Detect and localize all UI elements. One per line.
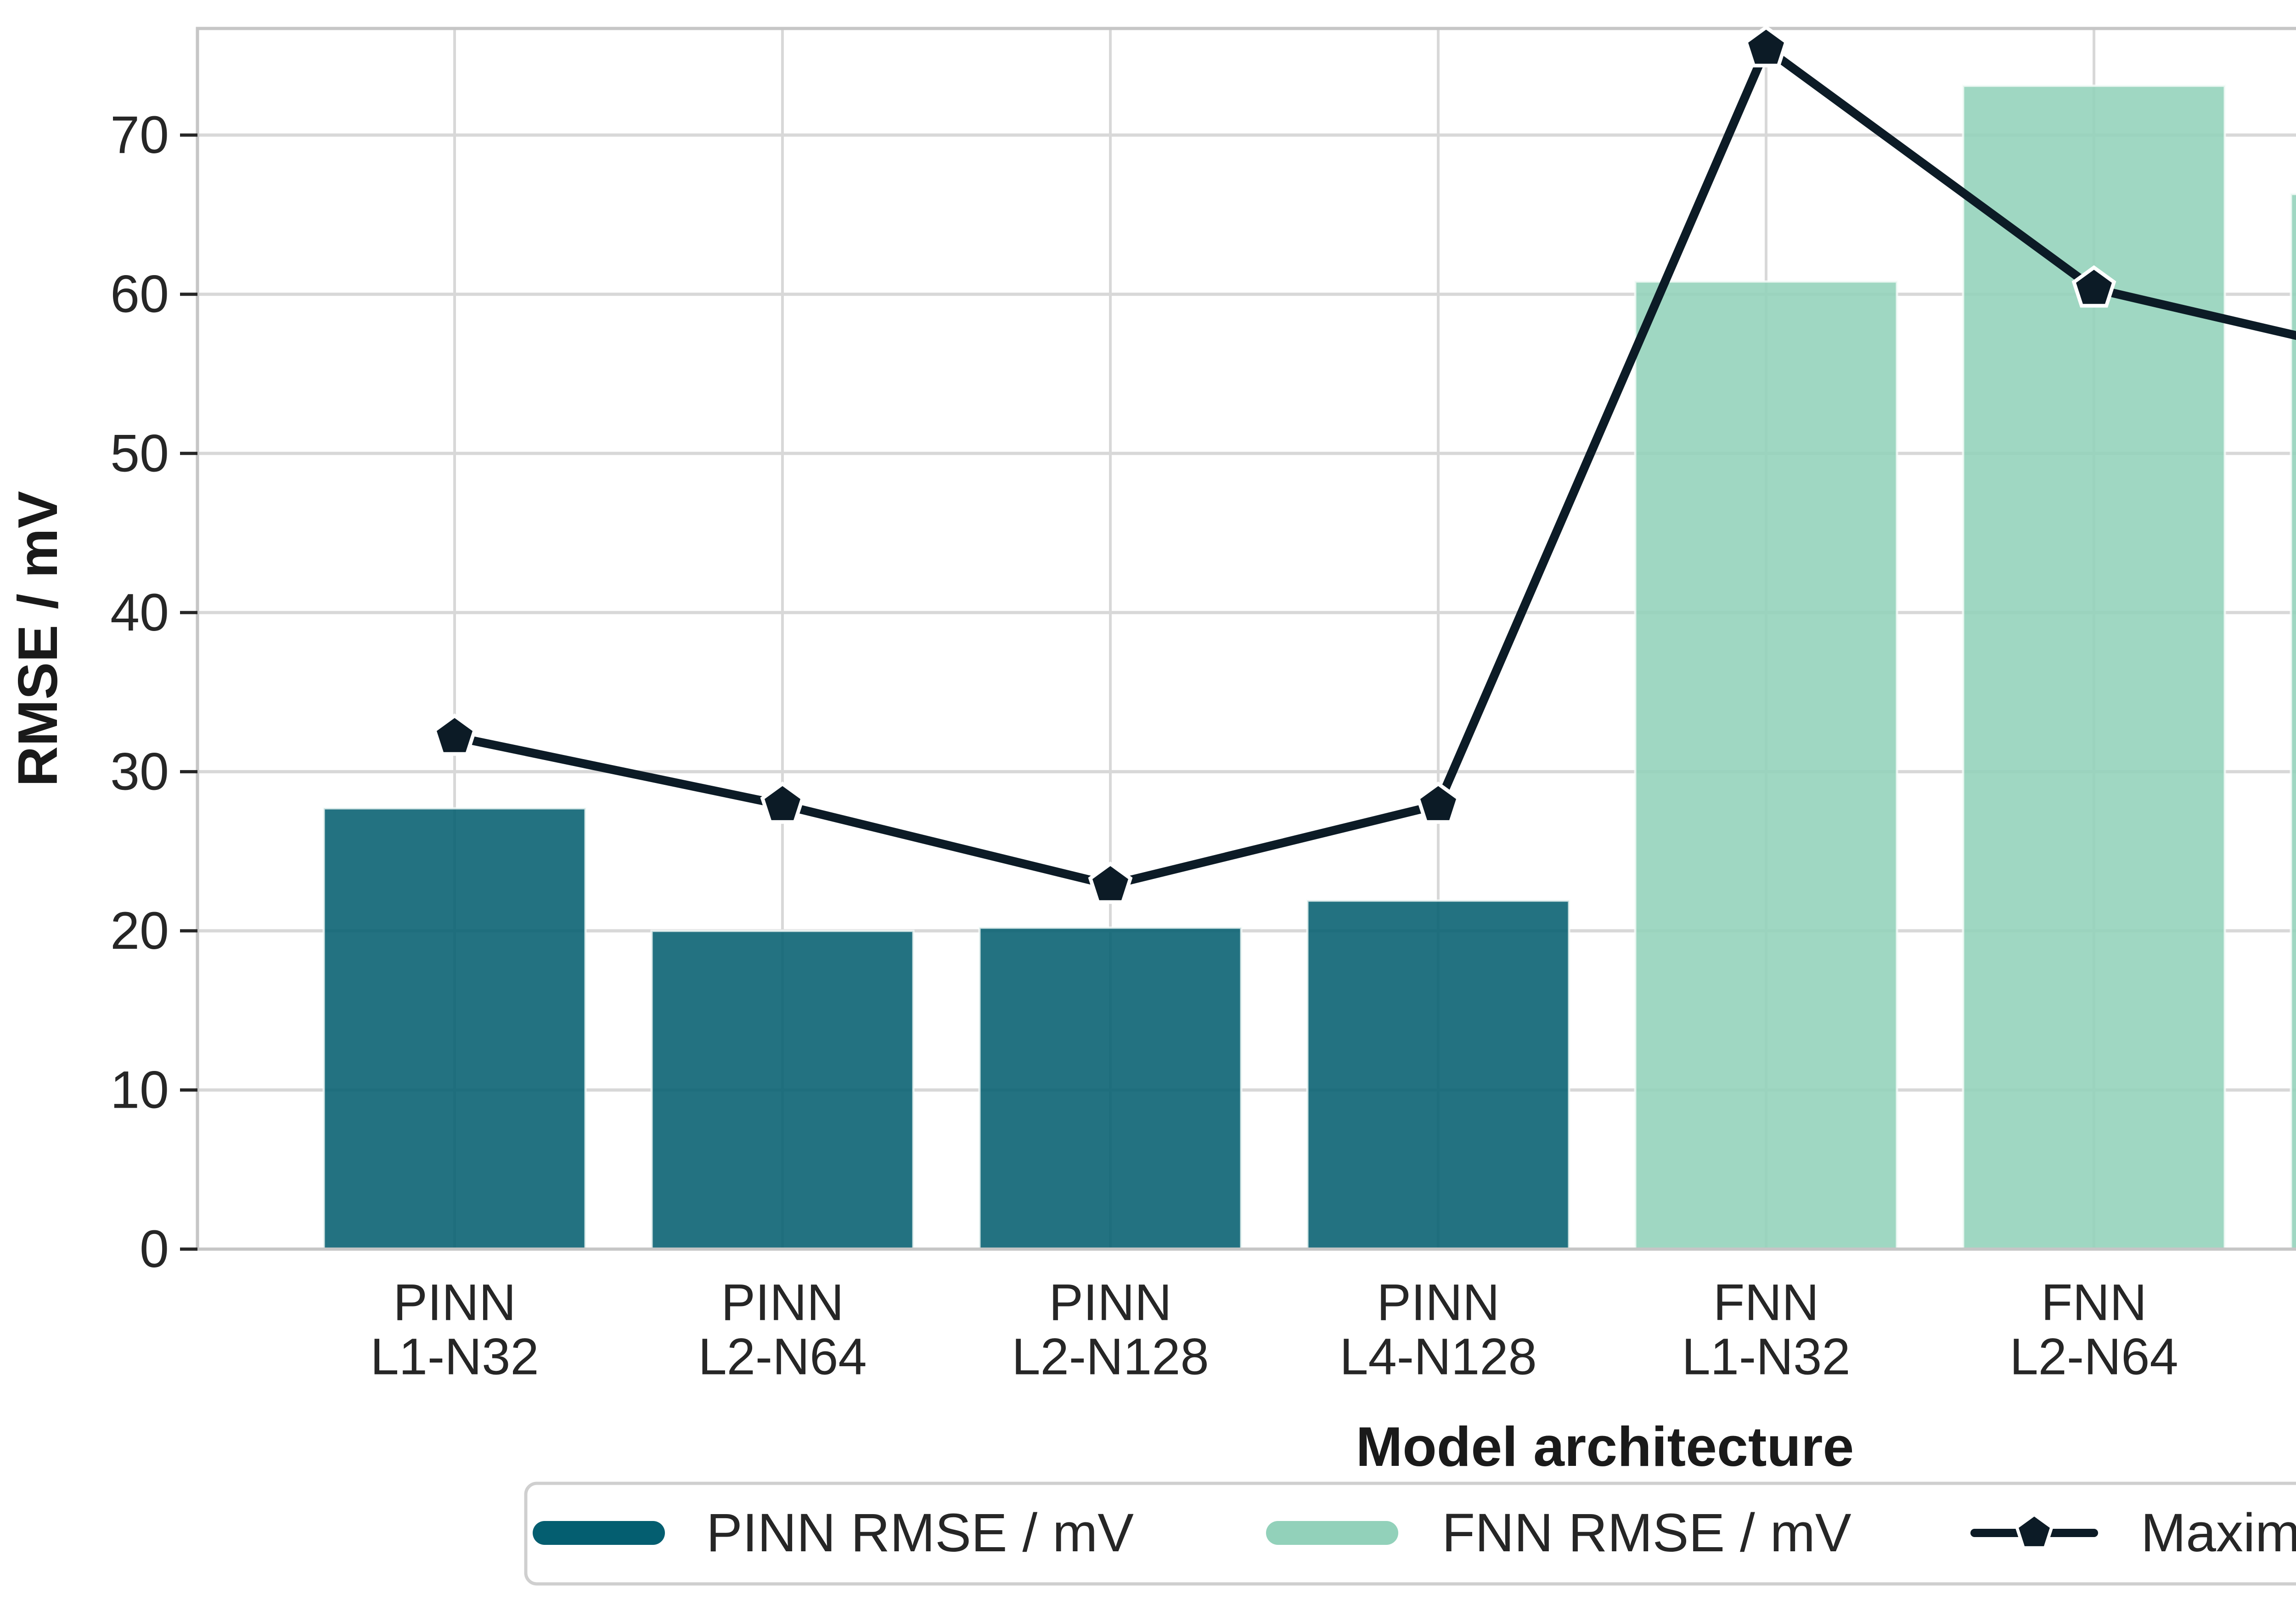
bar-fnn-l2-n128	[2290, 192, 2296, 1250]
x-tick-label-line1: FNN	[1713, 1274, 1819, 1331]
bar-pinn-l2-n128	[978, 926, 1243, 1250]
bar-pinn-l1-n32	[322, 807, 587, 1250]
legend-box	[524, 1481, 2296, 1586]
x-tick-label-line2: L2-N64	[2009, 1328, 2178, 1386]
plot-border	[196, 27, 2296, 1251]
max-error-marker-pinn-l2-n128	[1088, 862, 1133, 904]
legend-swatch-fnn-rmse	[1266, 1521, 1398, 1545]
legend-label-max-error: Maximum error / mV	[2141, 1503, 2296, 1563]
x-tick-label-line1: PINN	[1049, 1274, 1172, 1331]
bar-pinn-l2-n64	[650, 929, 915, 1250]
left-axis-tick-label: 70	[110, 106, 169, 164]
x-axis-title: Model architecture	[1356, 1415, 1854, 1478]
left-axis-tick-label: 40	[110, 583, 169, 642]
legend-swatch-pinn-rmse	[533, 1521, 665, 1545]
x-tick-label-line1: PINN	[1377, 1274, 1500, 1331]
axis-ticks: 010203040506070050100150200250300	[110, 106, 197, 1279]
left-axis-tick-label: 50	[110, 424, 169, 483]
x-tick-label-line2: L4-N128	[1339, 1328, 1537, 1386]
max-error-marker-fnn-l2-n64	[2071, 265, 2116, 308]
x-tick-label-line2: L2-N64	[698, 1328, 867, 1386]
max-error-marker-pinn-l2-n64	[760, 781, 805, 824]
legend-label-fnn-rmse: FNN RMSE / mV	[1442, 1503, 1851, 1563]
x-tick-label-line2: L2-N128	[1012, 1328, 1209, 1386]
max-error-marker-fnn-l1-n32	[1744, 25, 1789, 68]
left-axis-tick-label: 10	[110, 1060, 169, 1119]
legend-label-pinn-rmse: PINN RMSE / mV	[706, 1503, 1134, 1563]
max-error-line	[450, 44, 2296, 890]
x-tick-label-line1: PINN	[721, 1274, 844, 1331]
left-axis-tick-label: 20	[110, 901, 169, 960]
left-axis-tick-label: 60	[110, 265, 169, 324]
left-axis-title: RMSE / mV	[6, 491, 69, 787]
x-tick-label-line1: PINN	[393, 1274, 516, 1331]
bar-fnn-l2-n64	[1962, 84, 2226, 1250]
max-error-marker-pinn-l4-n128	[1416, 781, 1461, 824]
legend-pentagon-marker-icon	[2015, 1512, 2054, 1549]
left-axis-tick-label: 30	[110, 742, 169, 801]
max-error-markers	[432, 25, 2116, 904]
x-tick-label-line2: L1-N32	[370, 1328, 539, 1386]
x-tick-label-line2: L1-N32	[1682, 1328, 1850, 1386]
x-tick-label-line1: FNN	[2041, 1274, 2147, 1331]
x-tick-labels: PINNL1-N32PINNL2-N64PINNL2-N128PINNL4-N1…	[370, 1274, 2178, 1386]
max-error-marker-pinn-l1-n32	[432, 713, 477, 756]
bar-fnn-l1-n32	[1634, 280, 1898, 1250]
bar-pinn-l4-n128	[1306, 899, 1570, 1250]
left-axis-tick-label: 0	[140, 1220, 169, 1279]
legend: PINN RMSE / mV FNN RMSE / mV Maximum error…	[524, 1481, 2296, 1586]
